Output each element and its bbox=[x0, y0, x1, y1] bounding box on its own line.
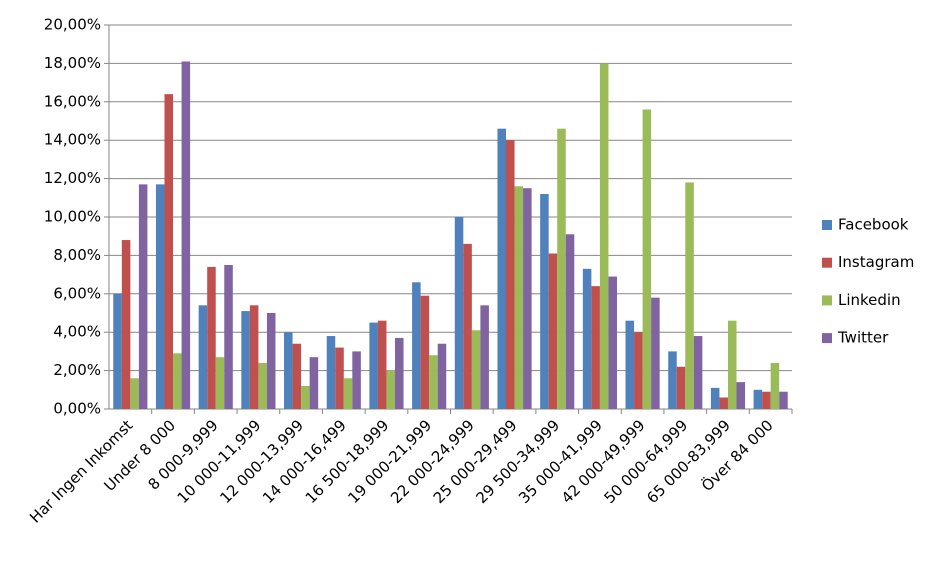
bar bbox=[309, 357, 319, 409]
bar bbox=[548, 253, 558, 409]
bar bbox=[463, 243, 472, 409]
y-tick-label: 16,00% bbox=[44, 92, 101, 110]
bar bbox=[155, 184, 165, 409]
bar bbox=[693, 336, 703, 409]
y-tick-label: 6,00% bbox=[53, 284, 101, 302]
y-tick-label: 10,00% bbox=[44, 208, 101, 226]
legend-swatch bbox=[822, 257, 832, 268]
bar bbox=[412, 282, 421, 409]
bar bbox=[642, 109, 652, 409]
bar bbox=[249, 305, 259, 409]
bar bbox=[685, 182, 694, 409]
y-tick-label: 12,00% bbox=[44, 169, 101, 187]
bar bbox=[625, 320, 635, 409]
bar bbox=[181, 61, 191, 409]
bar bbox=[420, 295, 430, 409]
bar bbox=[164, 94, 174, 410]
legend-label: Twitter bbox=[837, 329, 889, 347]
y-tick-label: 4,00% bbox=[53, 323, 101, 341]
bar bbox=[505, 140, 515, 409]
bar bbox=[395, 337, 404, 409]
bar bbox=[301, 385, 310, 409]
bar bbox=[121, 240, 131, 409]
bar bbox=[215, 357, 225, 409]
bar bbox=[523, 188, 532, 409]
bar bbox=[480, 305, 489, 409]
bar bbox=[352, 351, 361, 409]
bar bbox=[224, 265, 233, 409]
bar bbox=[557, 128, 566, 409]
bar bbox=[113, 293, 122, 409]
y-tick-label: 14,00% bbox=[44, 131, 101, 149]
bar bbox=[676, 366, 686, 409]
bar bbox=[540, 193, 549, 409]
bar bbox=[454, 217, 464, 409]
bar bbox=[471, 330, 481, 409]
bar bbox=[582, 268, 592, 409]
bar bbox=[207, 266, 216, 409]
legend-swatch bbox=[822, 295, 832, 306]
y-tick-label: 2,00% bbox=[53, 361, 101, 379]
bar bbox=[736, 382, 746, 409]
bar bbox=[284, 332, 293, 409]
bar bbox=[668, 351, 677, 409]
bar bbox=[753, 389, 763, 409]
bar bbox=[651, 297, 660, 409]
bar bbox=[727, 320, 737, 409]
bar bbox=[719, 397, 728, 409]
y-tick-label: 0,00% bbox=[53, 400, 101, 418]
y-tick-label: 20,00% bbox=[44, 16, 101, 34]
bar bbox=[779, 391, 788, 409]
legend-label: Instagram bbox=[838, 253, 914, 271]
bar bbox=[138, 184, 148, 409]
legend-label: Facebook bbox=[838, 216, 909, 234]
bar bbox=[266, 313, 276, 409]
bar bbox=[429, 355, 438, 409]
y-tick-label: 18,00% bbox=[44, 54, 101, 72]
bar bbox=[173, 353, 182, 409]
legend-swatch bbox=[822, 220, 832, 230]
bar bbox=[258, 362, 267, 409]
bar bbox=[599, 63, 609, 410]
bar bbox=[377, 320, 387, 409]
bar bbox=[292, 343, 302, 409]
legend-label: Linkedin bbox=[838, 291, 901, 309]
bar bbox=[591, 286, 600, 409]
bar bbox=[762, 391, 771, 409]
bar bbox=[514, 186, 524, 409]
bar bbox=[386, 370, 396, 409]
y-tick-label: 8,00% bbox=[53, 246, 101, 264]
bar bbox=[634, 332, 643, 409]
bar bbox=[198, 305, 208, 409]
bar bbox=[343, 378, 353, 409]
bar bbox=[608, 276, 617, 409]
bar bbox=[565, 234, 575, 409]
bar bbox=[369, 322, 378, 409]
bar bbox=[497, 128, 506, 409]
bar bbox=[335, 347, 344, 409]
bar bbox=[130, 378, 139, 409]
bar bbox=[241, 311, 250, 409]
bar bbox=[437, 343, 447, 409]
bar bbox=[710, 387, 720, 409]
bar bbox=[326, 336, 336, 409]
legend-swatch bbox=[822, 333, 832, 344]
bar bbox=[770, 362, 780, 409]
